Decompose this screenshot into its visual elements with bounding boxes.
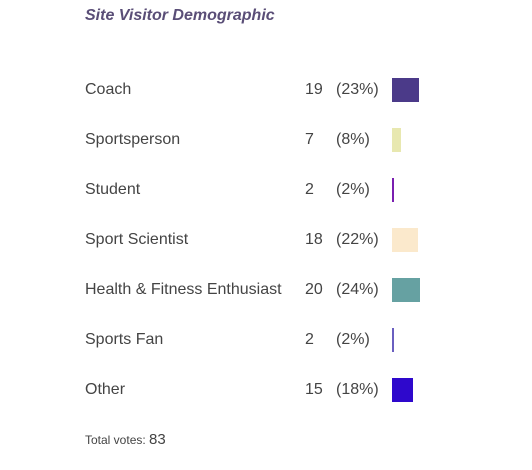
option-count: 7 (305, 131, 314, 148)
poll-title: Site Visitor Demographic (85, 7, 275, 24)
option-label: Other (85, 381, 126, 398)
option-bar (392, 328, 394, 352)
option-count: 2 (305, 331, 314, 348)
option-bar (392, 78, 419, 102)
option-label: Sports Fan (85, 331, 164, 348)
poll-option-row: Sport Scientist 18 (22%) (0, 227, 532, 253)
option-percent: (22%) (336, 231, 379, 248)
option-bar (392, 378, 413, 402)
option-count: 20 (305, 281, 323, 298)
option-count: 19 (305, 81, 323, 98)
poll-option-row: Student 2 (2%) (0, 177, 532, 203)
option-percent: (23%) (336, 81, 379, 98)
option-percent: (18%) (336, 381, 379, 398)
option-label: Health & Fitness Enthusiast (85, 281, 282, 298)
poll-option-row: Sportsperson 7 (8%) (0, 127, 532, 153)
total-votes: Total votes: 83 (85, 431, 166, 448)
option-count: 2 (305, 181, 314, 198)
option-label: Sport Scientist (85, 231, 189, 248)
total-votes-label: Total votes: (85, 433, 146, 447)
option-label: Sportsperson (85, 131, 181, 148)
total-votes-count: 83 (149, 431, 166, 448)
option-percent: (2%) (336, 331, 370, 348)
option-bar (392, 128, 401, 152)
option-label: Student (85, 181, 141, 198)
poll-option-row: Sports Fan 2 (2%) (0, 327, 532, 353)
poll-option-row: Coach 19 (23%) (0, 77, 532, 103)
option-bar (392, 278, 420, 302)
option-label: Coach (85, 81, 132, 98)
option-count: 18 (305, 231, 323, 248)
poll-option-row: Health & Fitness Enthusiast 20 (24%) (0, 277, 532, 303)
option-bar (392, 228, 418, 252)
option-percent: (2%) (336, 181, 370, 198)
poll-option-row: Other 15 (18%) (0, 377, 532, 403)
option-percent: (8%) (336, 131, 370, 148)
option-count: 15 (305, 381, 323, 398)
option-bar (392, 178, 394, 202)
option-percent: (24%) (336, 281, 379, 298)
